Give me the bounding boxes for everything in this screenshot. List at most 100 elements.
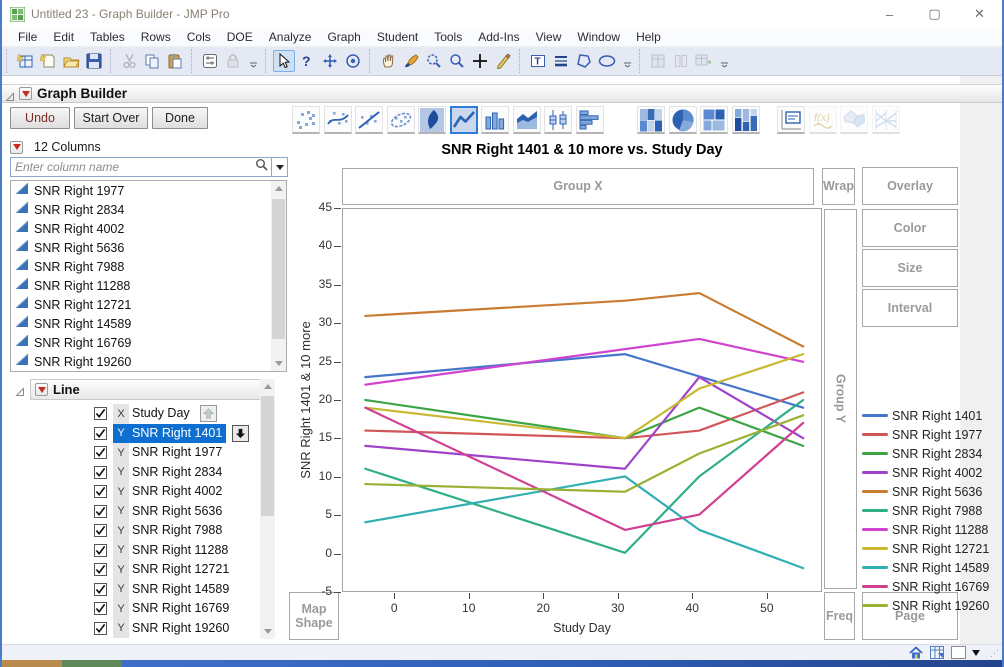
open-icon[interactable]	[60, 50, 82, 72]
series-line-snr-right-16769[interactable]	[364, 406, 805, 532]
column-item-snr-right-7988[interactable]: SNR Right 7988	[11, 257, 286, 276]
title-bar[interactable]: Untitled 23 - Graph Builder - JMP Pro – …	[2, 0, 1002, 28]
line-element-icon[interactable]	[449, 106, 478, 134]
formula-element-icon[interactable]: f(x)	[808, 106, 837, 134]
column-item-snr-right-4002[interactable]: SNR Right 4002	[11, 219, 286, 238]
menu-window[interactable]: Window	[577, 30, 621, 44]
column-item-snr-right-16769[interactable]: SNR Right 16769	[11, 333, 286, 352]
legend-item-snr-right-5636[interactable]: SNR Right 5636	[862, 482, 989, 501]
data-table-icon[interactable]	[930, 646, 944, 659]
scroll-down-icon[interactable]	[271, 356, 286, 371]
checkbox-snr-right-1401[interactable]	[94, 426, 107, 440]
scrollbar-thumb[interactable]	[261, 396, 274, 516]
checkbox-study-day[interactable]	[94, 407, 107, 421]
legend-item-snr-right-2834[interactable]: SNR Right 2834	[862, 444, 989, 463]
undo-button[interactable]: Undo	[10, 107, 70, 129]
layout-view-icon[interactable]	[670, 50, 692, 72]
preferences-icon[interactable]	[199, 50, 221, 72]
variable-entry[interactable]: Y SNR Right 1977	[113, 443, 226, 463]
variable-entry[interactable]: Y SNR Right 11288	[113, 540, 232, 560]
column-item-snr-right-12721[interactable]: SNR Right 12721	[11, 295, 286, 314]
color-swatch[interactable]	[951, 646, 966, 659]
checkbox-snr-right-7988[interactable]	[94, 524, 107, 538]
ellipse-element-icon[interactable]	[386, 106, 415, 134]
legend-item-snr-right-16769[interactable]: SNR Right 16769	[862, 577, 989, 596]
series-line-snr-right-4002[interactable]	[364, 376, 805, 470]
crosshair-plus-icon[interactable]	[469, 50, 491, 72]
variable-entry[interactable]: Y SNR Right 2834	[113, 462, 226, 482]
checkbox-snr-right-12721[interactable]	[94, 563, 107, 577]
menu-student[interactable]: Student	[376, 30, 419, 44]
column-item-snr-right-1977[interactable]: SNR Right 1977	[11, 181, 286, 200]
checkbox-snr-right-5636[interactable]	[94, 504, 107, 518]
variable-entry[interactable]: Y SNR Right 19260	[113, 618, 233, 638]
wrap-drop-zone[interactable]: Wrap	[822, 168, 855, 205]
color-drop-zone[interactable]: Color	[862, 209, 958, 247]
pie-element-icon[interactable]	[668, 106, 697, 134]
maximize-button[interactable]: ▢	[928, 6, 941, 21]
journal-view-icon[interactable]	[647, 50, 669, 72]
scroll-up-icon[interactable]	[271, 181, 286, 196]
home-icon[interactable]	[909, 646, 923, 659]
mosaic-element-icon[interactable]	[731, 106, 760, 134]
treemap-element-icon[interactable]	[700, 106, 728, 134]
menu-add-ins[interactable]: Add-Ins	[478, 30, 520, 44]
scroll-up-icon[interactable]	[260, 379, 275, 394]
line-of-fit-element-icon[interactable]	[355, 106, 383, 134]
legend-item-snr-right-1401[interactable]: SNR Right 1401	[862, 406, 989, 425]
menu-tables[interactable]: Tables	[90, 30, 125, 44]
text-annotation-icon[interactable]: T	[527, 50, 549, 72]
graph-builder-header[interactable]: Graph Builder	[2, 84, 1002, 103]
hand-icon[interactable]	[377, 50, 399, 72]
variable-entry[interactable]: Y SNR Right 14589	[113, 579, 233, 599]
minimize-button[interactable]: –	[885, 6, 894, 22]
group-x-drop-zone[interactable]: Group X	[342, 168, 814, 205]
help-icon[interactable]: ?	[296, 50, 318, 72]
series-line-snr-right-5636[interactable]	[364, 291, 805, 348]
zoom-lasso-icon[interactable]	[423, 50, 445, 72]
group-y-drop-zone[interactable]: Group Y	[824, 209, 857, 589]
pencil-icon[interactable]	[492, 50, 514, 72]
start-over-button[interactable]: Start Over	[74, 107, 148, 129]
line-element-header[interactable]: Line	[30, 379, 262, 400]
series-line-snr-right-14589[interactable]	[364, 475, 805, 570]
series-line-snr-right-12721[interactable]	[364, 353, 805, 440]
overflow-icon[interactable]	[621, 50, 633, 72]
red-triangle-menu-icon[interactable]	[35, 383, 48, 396]
column-item-snr-right-2834[interactable]: SNR Right 2834	[11, 200, 286, 219]
collapse-triangle-icon[interactable]	[15, 384, 25, 402]
variable-entry[interactable]: Y SNR Right 16769	[113, 599, 233, 619]
cut-icon[interactable]	[118, 50, 140, 72]
polygon-annotation-icon[interactable]	[573, 50, 595, 72]
menu-file[interactable]: File	[18, 30, 38, 44]
close-button[interactable]: ✕	[974, 6, 985, 21]
magnifier-icon[interactable]	[446, 50, 468, 72]
page-drop-zone[interactable]: Page	[862, 592, 958, 640]
add-to-table-icon[interactable]	[693, 50, 715, 72]
brush-icon[interactable]	[400, 50, 422, 72]
oval-annotation-icon[interactable]	[596, 50, 618, 72]
plot-area[interactable]	[342, 208, 822, 592]
legend-item-snr-right-7988[interactable]: SNR Right 7988	[862, 501, 989, 520]
columns-list[interactable]: SNR Right 1977 SNR Right 2834 SNR Right 40…	[10, 180, 287, 372]
column-item-snr-right-11288[interactable]: SNR Right 11288	[11, 276, 286, 295]
target-icon[interactable]	[342, 50, 364, 72]
resize-grip[interactable]: ⋰	[990, 648, 1000, 658]
checkbox-snr-right-19260[interactable]	[94, 621, 107, 635]
new-data-table-icon[interactable]	[14, 50, 36, 72]
menu-doe[interactable]: DOE	[226, 30, 253, 44]
variable-entry[interactable]: Y SNR Right 7988	[113, 521, 226, 541]
size-drop-zone[interactable]: Size	[862, 249, 958, 287]
variable-entry[interactable]: Y SNR Right 12721	[113, 560, 233, 580]
legend-item-snr-right-12721[interactable]: SNR Right 12721	[862, 539, 989, 558]
overflow-icon[interactable]	[247, 50, 259, 72]
line-annotation-icon[interactable]	[550, 50, 572, 72]
parallel-element-icon[interactable]	[871, 106, 900, 134]
scrollbar-thumb[interactable]	[272, 199, 285, 339]
series-line-snr-right-19260[interactable]	[364, 414, 805, 493]
checkbox-snr-right-1977[interactable]	[94, 446, 107, 460]
menu-tools[interactable]: Tools	[434, 30, 463, 44]
column-item-snr-right-5636[interactable]: SNR Right 5636	[11, 238, 286, 257]
map-shape-element-icon[interactable]	[840, 106, 868, 134]
smoother-element-icon[interactable]	[323, 106, 352, 134]
